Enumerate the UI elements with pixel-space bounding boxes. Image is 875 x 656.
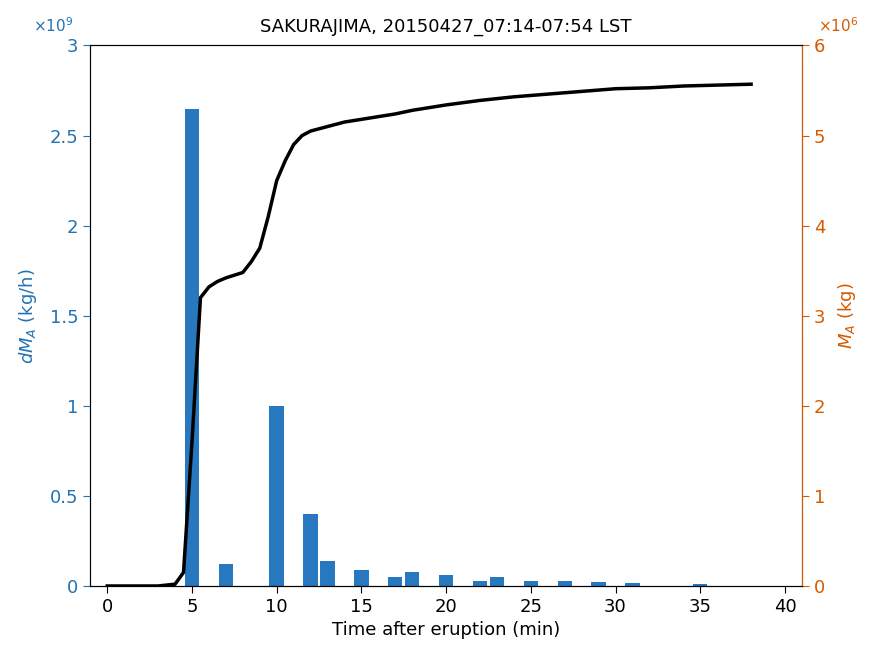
Title: SAKURAJIMA, 20150427_07:14-07:54 LST: SAKURAJIMA, 20150427_07:14-07:54 LST: [261, 18, 632, 36]
Bar: [270, 406, 284, 586]
Bar: [405, 571, 419, 586]
Bar: [557, 581, 572, 586]
Bar: [219, 564, 233, 586]
Bar: [354, 570, 368, 586]
Bar: [490, 577, 504, 586]
Bar: [304, 514, 318, 586]
Text: $\times10^9$: $\times10^9$: [33, 16, 74, 35]
Bar: [523, 581, 538, 586]
Y-axis label: $M_A$ (kg): $M_A$ (kg): [836, 282, 858, 349]
Bar: [693, 584, 708, 586]
Bar: [185, 108, 200, 586]
Text: $\times10^6$: $\times10^6$: [818, 16, 859, 35]
Bar: [592, 583, 605, 586]
Y-axis label: $dM_A$ (kg/h): $dM_A$ (kg/h): [17, 268, 38, 363]
Bar: [320, 561, 335, 586]
Bar: [473, 581, 487, 586]
Bar: [626, 583, 640, 586]
Bar: [439, 575, 453, 586]
Bar: [388, 577, 402, 586]
X-axis label: Time after eruption (min): Time after eruption (min): [332, 621, 560, 640]
